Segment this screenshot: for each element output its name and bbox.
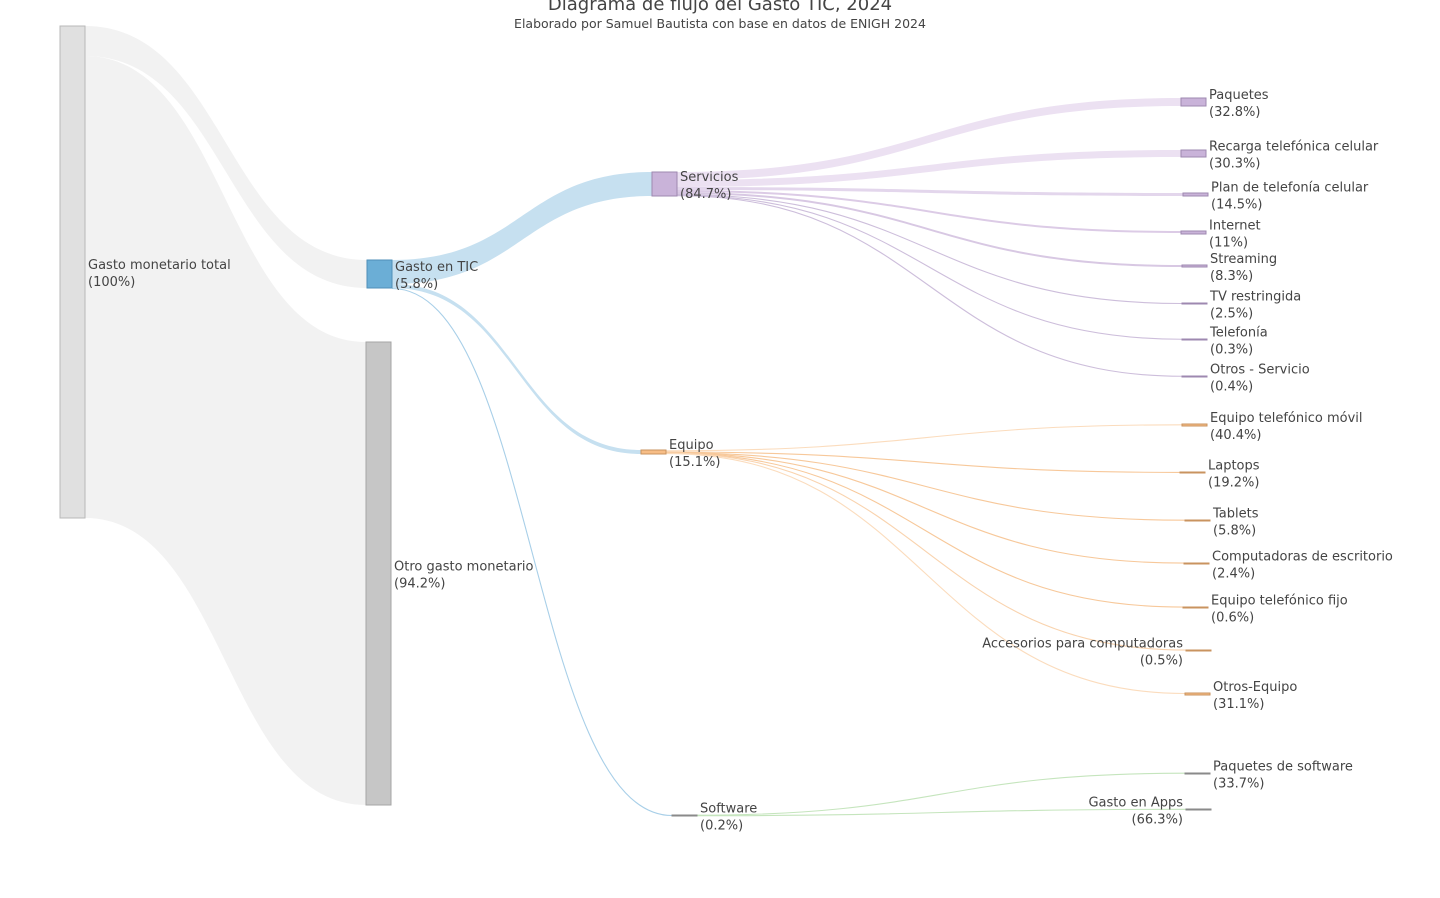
node-value-total: (100%) (88, 275, 135, 290)
link-serv-to-stream (677, 192, 1182, 267)
node-tv (1181, 302, 1208, 305)
link-serv-to-otros_serv (676, 195, 1183, 377)
node-label-otros_eq: Otros-Equipo (1213, 680, 1297, 695)
node-value-fijo: (0.6%) (1211, 611, 1254, 626)
node-value-stream: (8.3%) (1210, 269, 1253, 284)
link-serv-to-tv (676, 193, 1183, 305)
links-layer (85, 26, 1187, 817)
node-otro (365, 341, 392, 806)
node-label-otros_serv: Otros - Servicio (1210, 363, 1310, 378)
link-serv-to-internet (677, 190, 1181, 233)
node-apps (1185, 808, 1212, 811)
node-value-soft: (0.2%) (700, 819, 743, 834)
node-label-fijo: Equipo telefónico fijo (1211, 594, 1348, 609)
node-stream (1181, 264, 1208, 268)
node-value-tv: (2.5%) (1210, 307, 1253, 322)
node-label-desktop: Computadoras de escritorio (1212, 550, 1393, 565)
node-label-paq: Paquetes (1209, 88, 1269, 103)
link-tic-to-soft (391, 287, 673, 817)
node-recarga (1180, 149, 1207, 158)
node-value-internet: (11%) (1209, 236, 1248, 251)
node-label-laptops: Laptops (1208, 459, 1260, 474)
node-label-paq_soft: Paquetes de software (1213, 760, 1353, 775)
node-internet (1180, 230, 1207, 235)
node-label-tic: Gasto en TIC (395, 260, 478, 275)
link-tic-to-serv (392, 172, 652, 284)
node-desktop (1183, 562, 1210, 565)
node-label-recarga: Recarga telefónica celular (1209, 140, 1379, 155)
link-serv-to-telef (676, 194, 1183, 340)
node-value-otros_serv: (0.4%) (1210, 380, 1253, 395)
node-label-serv: Servicios (680, 170, 739, 185)
node-value-desktop: (2.4%) (1212, 567, 1255, 582)
node-value-plan: (14.5%) (1211, 198, 1262, 213)
node-paq (1180, 97, 1207, 107)
node-value-acces: (0.5%) (1140, 654, 1183, 669)
nodes-layer (59, 25, 1212, 817)
node-soft (671, 814, 698, 817)
node-fijo (1182, 606, 1209, 609)
link-equipo-to-tablets (665, 452, 1186, 521)
node-value-equipo: (15.1%) (669, 455, 720, 470)
link-tic-to-equipo (392, 284, 641, 454)
diagram-title: Diagrama de flujo del Gasto TIC, 2024 (547, 0, 893, 15)
node-value-apps: (66.3%) (1132, 813, 1183, 828)
node-value-tic: (5.8%) (395, 277, 438, 292)
node-value-otro: (94.2%) (394, 577, 445, 592)
node-value-tablets: (5.8%) (1213, 524, 1256, 539)
node-equipo (640, 449, 667, 455)
node-label-plan: Plan de telefonía celular (1211, 181, 1369, 196)
node-value-paq: (32.8%) (1209, 105, 1260, 120)
node-value-paq_soft: (33.7%) (1213, 777, 1264, 792)
node-label-tv: TV restringida (1209, 290, 1301, 305)
node-total (59, 25, 86, 519)
node-label-telef: Telefonía (1209, 326, 1268, 341)
link-serv-to-plan (677, 187, 1183, 196)
node-plan (1182, 192, 1209, 197)
node-tablets (1184, 519, 1211, 522)
node-otros_serv (1181, 375, 1208, 378)
link-soft-to-paq_soft (696, 772, 1186, 816)
node-label-movil: Equipo telefónico móvil (1210, 411, 1363, 426)
node-paq_soft (1184, 772, 1211, 775)
link-serv-to-recarga (677, 150, 1181, 187)
link-serv-to-paq (677, 98, 1181, 180)
node-value-recarga: (30.3%) (1209, 157, 1260, 172)
link-equipo-to-laptops (665, 451, 1181, 473)
node-tic (366, 259, 393, 289)
node-label-acces: Accesorios para computadoras (982, 637, 1183, 652)
node-label-tablets: Tablets (1212, 507, 1259, 522)
node-label-apps: Gasto en Apps (1088, 796, 1183, 811)
node-label-total: Gasto monetario total (88, 258, 231, 273)
link-equipo-to-desktop (665, 452, 1185, 564)
node-value-otros_eq: (31.1%) (1213, 697, 1264, 712)
link-equipo-to-fijo (665, 452, 1184, 608)
node-label-otro: Otro gasto monetario (394, 560, 534, 575)
node-acces (1185, 649, 1212, 652)
node-otros_eq (1184, 692, 1211, 696)
node-label-internet: Internet (1209, 219, 1261, 234)
node-telef (1181, 338, 1208, 341)
node-value-telef: (0.3%) (1210, 343, 1253, 358)
link-equipo-to-otros_eq (665, 453, 1186, 695)
node-serv (651, 171, 678, 197)
link-equipo-to-acces (665, 452, 1187, 651)
link-total-to-otro (85, 56, 366, 805)
node-label-soft: Software (700, 802, 757, 817)
node-value-laptops: (19.2%) (1208, 476, 1259, 491)
node-value-movil: (40.4%) (1210, 428, 1261, 443)
node-value-serv: (84.7%) (680, 187, 731, 202)
node-label-stream: Streaming (1210, 252, 1277, 267)
labels-layer: Gasto monetario total (100%) Gasto en TIC (… (88, 88, 1393, 834)
diagram-subtitle: Elaborado por Samuel Bautista con base e… (514, 16, 926, 31)
node-movil (1181, 423, 1208, 427)
link-total-to-tic (85, 26, 367, 288)
link-equipo-to-movil (665, 424, 1183, 452)
node-label-equipo: Equipo (669, 438, 714, 453)
link-soft-to-apps (696, 808, 1187, 817)
node-laptops (1179, 471, 1206, 474)
